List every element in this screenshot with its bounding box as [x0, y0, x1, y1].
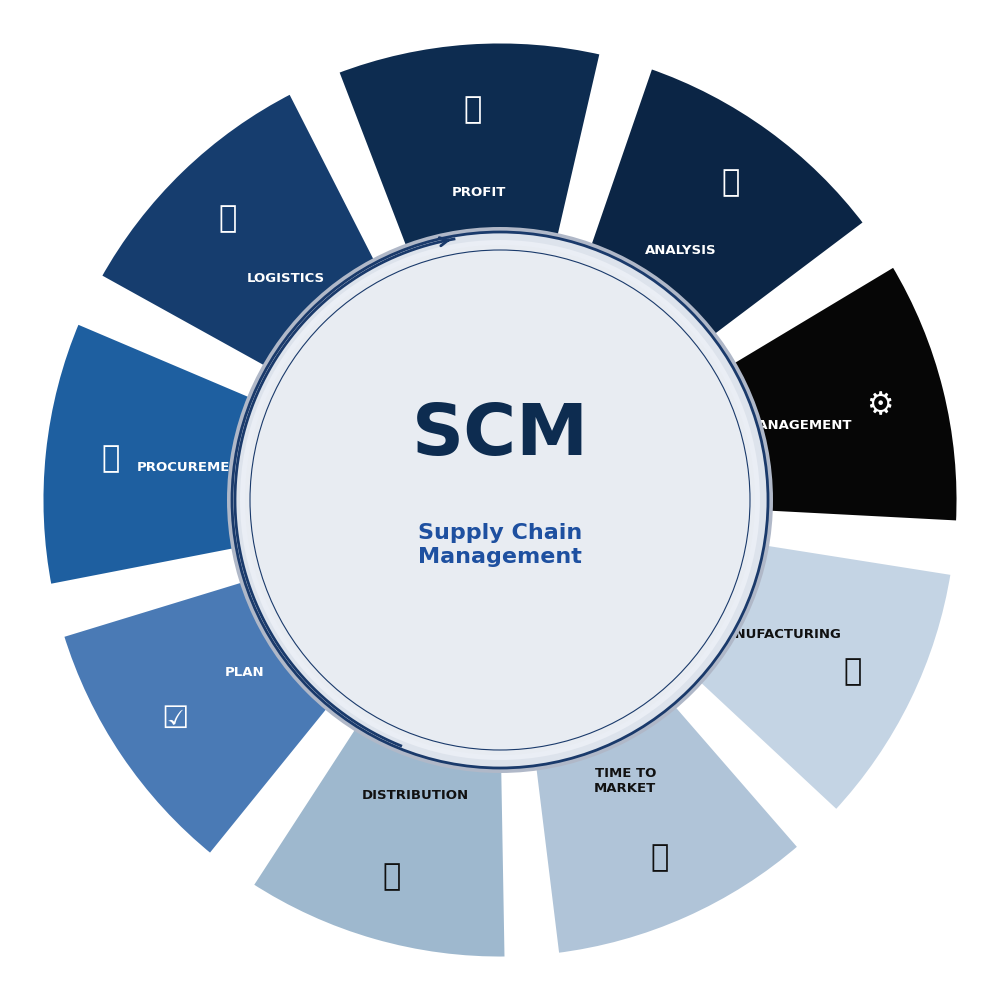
Wedge shape	[727, 263, 960, 524]
Text: LOGISTICS: LOGISTICS	[247, 272, 325, 285]
Text: SCM: SCM	[412, 400, 588, 470]
Text: PLAN: PLAN	[225, 666, 265, 679]
Text: 🚚: 🚚	[219, 204, 237, 233]
Wedge shape	[40, 320, 256, 588]
Wedge shape	[335, 40, 603, 253]
Wedge shape	[60, 577, 333, 857]
Wedge shape	[694, 541, 954, 814]
Wedge shape	[249, 722, 508, 960]
Text: DISTRIBUTION: DISTRIBUTION	[362, 789, 469, 802]
Wedge shape	[586, 65, 867, 341]
Text: TIME TO
MARKET: TIME TO MARKET	[594, 767, 656, 795]
Text: ⚙: ⚙	[866, 391, 894, 420]
Wedge shape	[98, 90, 380, 372]
Circle shape	[250, 250, 750, 750]
Text: PROCUREMENT: PROCUREMENT	[137, 461, 251, 474]
Text: 🚛: 🚛	[383, 862, 401, 891]
Text: ☑: ☑	[162, 705, 189, 734]
Circle shape	[245, 245, 755, 755]
Text: MANUFACTURING: MANUFACTURING	[712, 628, 842, 641]
Text: 📈: 📈	[464, 95, 482, 124]
Text: 🛒: 🛒	[101, 445, 120, 474]
Text: ⏱: ⏱	[650, 843, 668, 872]
Text: PROFIT: PROFIT	[451, 186, 506, 199]
Circle shape	[232, 232, 768, 768]
Circle shape	[227, 227, 773, 773]
Text: Supply Chain
Management: Supply Chain Management	[418, 523, 582, 567]
Text: ANALYSIS: ANALYSIS	[645, 244, 717, 257]
Circle shape	[240, 240, 760, 760]
Text: MANAGEMENT: MANAGEMENT	[745, 419, 853, 432]
Wedge shape	[532, 700, 802, 957]
Text: 🔍: 🔍	[721, 169, 739, 198]
Text: 🏭: 🏭	[843, 657, 861, 686]
